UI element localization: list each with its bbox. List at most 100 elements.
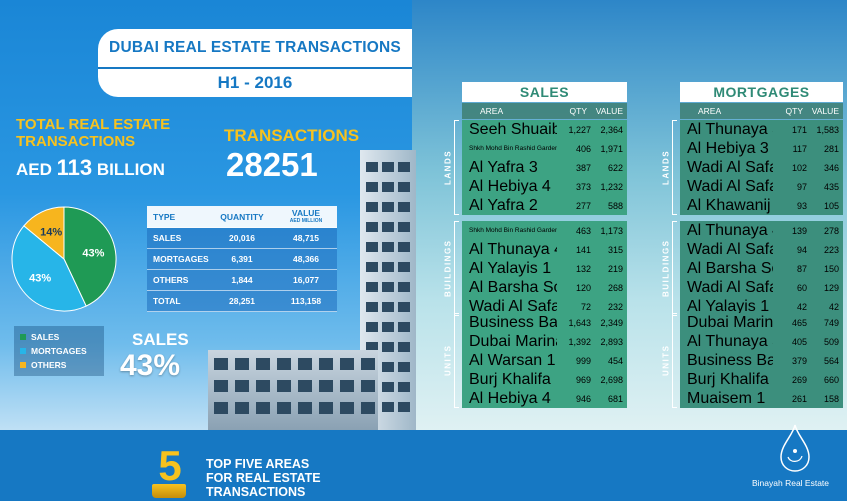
pie-legend: SALES MORTGAGES OTHERS: [14, 326, 104, 376]
value-cell: 129: [823, 282, 839, 293]
qty-cell: 1,227: [568, 124, 591, 135]
window-decoration: [214, 380, 228, 392]
window-decoration: [382, 402, 394, 412]
window-decoration: [398, 262, 410, 272]
trophy-icon: [152, 484, 186, 498]
qty-cell: 463: [575, 225, 591, 236]
qty-cell: 405: [791, 336, 807, 347]
window-decoration: [256, 402, 270, 414]
area-cell: Wadi Al Safa 7: [469, 297, 557, 315]
area-cell: Al Yafra 3: [469, 158, 538, 176]
summary-row: SALES 20,016 48,715: [147, 228, 337, 249]
window-decoration: [382, 282, 394, 292]
area-cell: Al Warsan 1: [469, 351, 556, 369]
binayah-logo-icon: [780, 424, 810, 472]
area-cell: Al Khawanij 2: [687, 196, 773, 214]
table-row: Business Bay 1,643 2,349: [462, 313, 627, 332]
window-decoration: [398, 222, 410, 232]
table-row: Al Yafra 2 277 588: [462, 196, 627, 215]
window-decoration: [277, 402, 291, 414]
table-row: Dubai Marina 465 749: [680, 313, 843, 332]
window-decoration: [382, 342, 394, 352]
pie-label-sales: 43%: [82, 247, 104, 259]
value-cell: 564: [823, 355, 839, 366]
value-cell: 2,698: [600, 374, 623, 385]
col-value-label: VALUE: [291, 207, 321, 218]
value-cell: 42: [828, 301, 839, 312]
area-cell: Seeh Shuaib: [469, 120, 557, 138]
window-decoration: [298, 380, 312, 392]
window-decoration: [398, 202, 410, 212]
area-cell: Al Barsha South 4: [687, 259, 773, 277]
value-cell: 2,349: [600, 317, 623, 328]
legend-swatch: [20, 334, 26, 340]
pie-label-others: 14%: [40, 227, 62, 239]
sales-group-lands: Seeh Shuaib 1,227 2,364 Shkh Mohd Bin Rashi…: [462, 120, 627, 215]
value-cell: 509: [823, 336, 839, 347]
group-bracket: [672, 313, 677, 408]
legend-label: SALES: [31, 332, 60, 342]
value-cell: 749: [823, 317, 839, 328]
pie-chart: 43% 43% 14%: [11, 206, 117, 312]
table-row: Muaisem 1 261 158: [680, 389, 843, 408]
table-row: Burj Khalifa 969 2,698: [462, 370, 627, 389]
table-row: Shkh Mohd Bin Rashid Gardens 406 1,971: [462, 139, 627, 158]
table-row: Al Yalayis 1 42 42: [680, 297, 843, 316]
value-cell: 588: [607, 200, 623, 211]
sales-callout-label: SALES: [132, 330, 189, 349]
summary-row: MORTGAGES 6,391 48,366: [147, 249, 337, 270]
legend-item-sales: SALES: [20, 330, 98, 344]
area-cell: Shkh Mohd Bin Rashid Gardens: [469, 227, 557, 234]
qty-cell: 373: [575, 181, 591, 192]
group-bracket: [672, 120, 677, 215]
window-decoration: [235, 358, 249, 370]
qty-cell: 120: [575, 282, 591, 293]
qty-cell: 171: [791, 124, 807, 135]
window-decoration: [366, 302, 378, 312]
window-decoration: [366, 222, 378, 232]
value-cell: 1,971: [600, 143, 623, 154]
value-cell: 1,232: [600, 181, 623, 192]
group-label-lands: LANDS: [661, 149, 671, 186]
area-cell: Al Thunaya 4: [687, 221, 773, 239]
group-bracket: [454, 120, 459, 215]
footer-line1: TOP FIVE AREAS: [206, 457, 310, 471]
table-row: Al Barsha South 4 87 150: [680, 259, 843, 278]
legend-item-mortgages: MORTGAGES: [20, 344, 98, 358]
page-title: DUBAI REAL ESTATE TRANSACTIONS: [98, 29, 412, 67]
header-value: VALUE: [811, 106, 839, 116]
value-cell: 315: [607, 244, 623, 255]
qty-cell: 406: [575, 143, 591, 154]
qty-cell: 87: [796, 263, 807, 274]
summary-row: TOTAL 28,251 113,158: [147, 291, 337, 312]
col-value: VALUE AED MILLION: [275, 207, 337, 225]
pie-label-mortgages: 43%: [29, 272, 51, 284]
header-qty: QTY: [569, 106, 587, 116]
qty-cell: 72: [580, 301, 591, 312]
window-decoration: [366, 182, 378, 192]
qty-cell: 97: [796, 181, 807, 192]
window-decoration: [398, 402, 410, 412]
value-cell: 223: [823, 244, 839, 255]
value-cell: 1,583: [816, 124, 839, 135]
table-row: Wadi Al Safa 6 60 129: [680, 278, 843, 297]
window-decoration: [398, 322, 410, 332]
table-row: Al Warsan 1 999 454: [462, 351, 627, 370]
summary-cell-quantity: 6,391: [231, 254, 253, 264]
qty-cell: 379: [791, 355, 807, 366]
legend-swatch: [20, 348, 26, 354]
window-decoration: [398, 342, 410, 352]
summary-body: SALES 20,016 48,715 MORTGAGES 6,391 48,366 OTH…: [147, 228, 337, 312]
header-area: AREA: [480, 106, 504, 116]
qty-cell: 42: [796, 301, 807, 312]
value-cell: 681: [607, 393, 623, 404]
legend-swatch: [20, 362, 26, 368]
summary-cell-type: OTHERS: [153, 275, 189, 285]
pie-slice-sales: [63, 206, 117, 307]
building-illustration-low: [208, 350, 378, 430]
window-decoration: [382, 382, 394, 392]
qty-cell: 93: [796, 200, 807, 211]
window-decoration: [298, 402, 312, 414]
area-cell: Al Thunaya 5: [687, 332, 773, 350]
qty-cell: 269: [791, 374, 807, 385]
